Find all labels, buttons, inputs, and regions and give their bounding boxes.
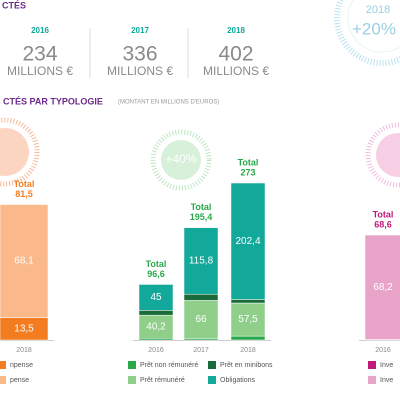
legend-swatch (128, 361, 136, 369)
bar-segment (138, 310, 174, 316)
header-title: CTÉS (2, 0, 26, 10)
total-title: Total (14, 179, 35, 189)
kpi-year: 2018 (227, 26, 245, 35)
category-label: 2016 (375, 347, 391, 354)
legend-swatch (368, 376, 376, 384)
kpi-value: 336 (122, 43, 157, 66)
legend-label: Obligations (220, 377, 256, 384)
kpi-value: 402 (218, 43, 253, 66)
legend-swatch (368, 361, 376, 369)
total-value: 273 (240, 167, 255, 177)
legend-swatch (128, 376, 136, 384)
bar-segment (230, 182, 266, 300)
bar-segment (0, 204, 49, 318)
value-label: 66 (195, 314, 207, 325)
growth-badge: +40% (165, 152, 196, 166)
category-label: 2017 (193, 347, 209, 354)
total-value: 68,6 (374, 219, 392, 229)
badge-year: 2018 (366, 4, 390, 16)
value-label: 57,5 (238, 314, 258, 325)
value-label: 68,2 (373, 282, 393, 293)
bar-segment (183, 227, 219, 295)
bar-segment (364, 234, 400, 340)
bar-segment (230, 335, 266, 341)
legend-label: Prêt en minibons (220, 362, 273, 369)
total-value: 81,5 (15, 189, 33, 199)
category-label: 2016 (148, 347, 164, 354)
total-title: Total (191, 202, 212, 212)
total-title: Total (146, 259, 167, 269)
section-title: CTÉS PAR TYPOLOGIE (3, 96, 103, 106)
value-label: 40,2 (146, 321, 166, 332)
legend-swatch (0, 376, 6, 384)
legend-label: Prêt non rémunéré (140, 362, 198, 369)
kpi-unit: MILLIONS € (107, 64, 173, 78)
legend-label: Prêt rémunéré (140, 377, 185, 384)
total-value: 96,6 (147, 269, 165, 279)
legend-swatch (0, 361, 6, 369)
section-note: (MONTANT EN MILLIONS D'EUROS) (118, 100, 219, 106)
total-title: Total (238, 157, 259, 167)
category-label: 2018 (240, 347, 256, 354)
kpi-unit: MILLIONS € (7, 64, 73, 78)
legend-label: npense (10, 362, 33, 369)
kpi-value: 234 (22, 43, 57, 66)
decor-top-badge (334, 0, 400, 66)
bar-segment (230, 302, 266, 337)
kpi-unit: MILLIONS € (203, 64, 269, 78)
legend-swatch (208, 361, 216, 369)
decor-mid-badge (150, 129, 212, 191)
bar-segment (138, 284, 174, 311)
value-label: 45 (150, 292, 162, 303)
category-label: 2018 (16, 347, 32, 354)
kpi-year: 2017 (131, 26, 149, 35)
value-label: 115,8 (189, 256, 214, 267)
value-label: 13,5 (14, 323, 34, 334)
kpi-year: 2016 (31, 26, 49, 35)
bar-segment (138, 338, 174, 341)
legend-label: Inve (380, 362, 393, 369)
bar-segment (230, 299, 266, 304)
total-title: Total (373, 209, 394, 219)
value-label: 202,4 (235, 236, 260, 247)
badge-change: +20% (352, 19, 396, 38)
legend-swatch (208, 376, 216, 384)
total-value: 195,4 (190, 212, 213, 222)
legend-label: pense (10, 377, 29, 384)
decor-left-badge (0, 117, 40, 187)
value-label: 68,1 (14, 256, 34, 267)
decor-right-badge (365, 122, 400, 188)
legend-label: Inve (380, 377, 393, 384)
